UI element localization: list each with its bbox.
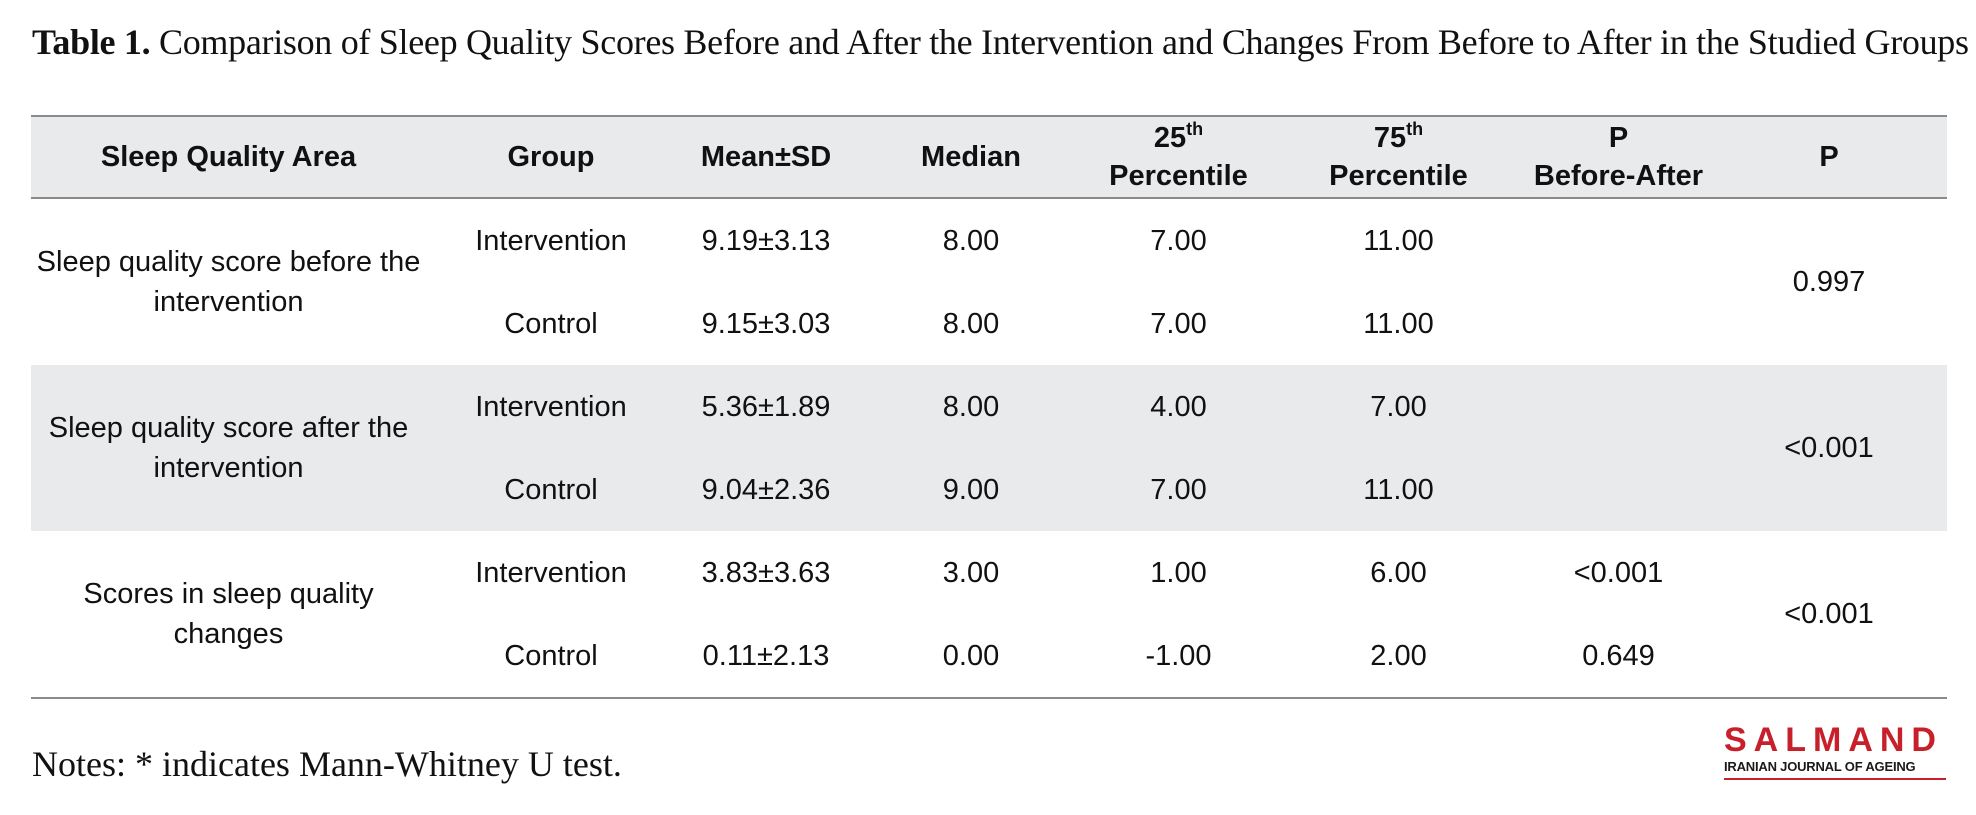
table-row: Sleep quality score after the interventi…: [31, 365, 1947, 484]
p75-cell: 7.00: [1370, 390, 1427, 423]
header-75-word: Percentile: [1329, 160, 1468, 192]
caption-label: Table 1.: [32, 22, 151, 62]
group-cell: Intervention: [475, 224, 627, 257]
p25-cell: 4.00: [1150, 390, 1207, 423]
table-row: Control 0.11±2.13 0.00 -1.00 2.00 0.649: [31, 614, 1947, 699]
p-before-after-cell: 0.649: [1526, 614, 1711, 699]
table-notes: Notes: * indicates Mann-Whitney U test.: [32, 744, 622, 784]
median-cell: 8.00: [942, 224, 1000, 257]
p75-cell: 11.00: [1363, 307, 1434, 340]
header-75-superscript: th: [1406, 119, 1424, 139]
header-p: P: [1819, 141, 1839, 173]
logo-subtitle: IRANIAN JOURNAL OF AGEING: [1724, 758, 1946, 780]
p75-cell: 11.00: [1363, 224, 1434, 257]
median-cell: 3.00: [942, 556, 1000, 589]
table-row: Scores in sleep quality changes Interven…: [31, 531, 1947, 699]
group-cell: Intervention: [475, 556, 627, 589]
section-after: Sleep quality score after the interventi…: [31, 365, 1947, 531]
area-cell: Sleep quality score before the intervent…: [36, 246, 421, 318]
header-row: Sleep Quality Area Group Mean±SD Median …: [31, 116, 1947, 198]
group-cell: Intervention: [475, 390, 627, 423]
header-mean-sd: Mean±SD: [700, 141, 832, 173]
header-75-number: 75: [1373, 122, 1407, 154]
median-cell: 0.00: [856, 614, 1086, 699]
group-cell: Control: [504, 307, 598, 340]
table-row: Sleep quality score before the intervent…: [31, 198, 1947, 319]
mean-sd-cell: 0.11±2.13: [676, 614, 856, 699]
header-area: Sleep Quality Area: [100, 141, 357, 173]
table-caption: Table 1. Comparison of Sleep Quality Sco…: [32, 12, 1969, 72]
header-25th-percentile: 25th Percentile: [1086, 116, 1271, 198]
p25-cell: 1.00: [1150, 556, 1207, 589]
group-cell: Control: [504, 473, 598, 506]
caption-text: Comparison of Sleep Quality Scores Befor…: [159, 22, 1969, 62]
mean-sd-cell: 3.83±3.63: [701, 556, 831, 589]
header-p-before-after-line2: Before-After: [1533, 160, 1704, 192]
logo-wordmark: SALMAND: [1724, 721, 1943, 759]
p75-cell: 2.00: [1271, 614, 1526, 699]
header-group: Group: [507, 141, 595, 173]
p-before-after-cell: [1526, 198, 1711, 282]
header-p-before-after: P Before-After: [1526, 116, 1711, 198]
p75-cell: 11.00: [1363, 473, 1434, 506]
p25-cell: -1.00: [1086, 614, 1271, 699]
header-25-superscript: th: [1186, 119, 1204, 139]
median-cell: 8.00: [942, 307, 1000, 340]
area-cell: Sleep quality score after the interventi…: [48, 412, 409, 484]
mean-sd-cell: 9.04±2.36: [701, 473, 831, 506]
group-cell: Control: [426, 614, 676, 699]
p25-cell: 7.00: [1150, 307, 1207, 340]
section-changes: Scores in sleep quality changes Interven…: [31, 531, 1947, 699]
header-25-number: 25: [1153, 122, 1187, 154]
p-cell: 0.997: [1792, 266, 1866, 298]
p25-cell: 7.00: [1150, 224, 1207, 257]
mean-sd-cell: 9.15±3.03: [701, 307, 831, 340]
p75-cell: 6.00: [1370, 556, 1427, 589]
data-table: Sleep Quality Area Group Mean±SD Median …: [31, 115, 1947, 699]
median-cell: 8.00: [942, 390, 1000, 423]
mean-sd-cell: 9.19±3.13: [701, 224, 831, 257]
p-before-after-cell: [1526, 365, 1711, 448]
mean-sd-cell: 5.36±1.89: [701, 390, 831, 423]
table-row: Control 9.15±3.03 8.00 7.00 11.00: [31, 282, 1947, 365]
header-25-word: Percentile: [1109, 160, 1248, 192]
area-cell: Scores in sleep quality changes: [31, 531, 426, 699]
p-before-after-cell: [1526, 282, 1711, 365]
p-before-after-cell: [1526, 448, 1711, 531]
header-median: Median: [921, 141, 1021, 173]
p25-cell: 7.00: [1150, 473, 1207, 506]
header-p-before-after-line1: P: [1608, 122, 1629, 154]
section-before: Sleep quality score before the intervent…: [31, 198, 1947, 365]
header-75th-percentile: 75th Percentile: [1271, 116, 1526, 198]
p-cell: <0.001: [1711, 531, 1947, 699]
p-cell: <0.001: [1784, 432, 1874, 464]
journal-logo: SALMAND IRANIAN JOURNAL OF AGEING: [1724, 722, 1946, 780]
median-cell: 9.00: [942, 473, 1000, 506]
p-before-after-cell: <0.001: [1573, 556, 1664, 589]
